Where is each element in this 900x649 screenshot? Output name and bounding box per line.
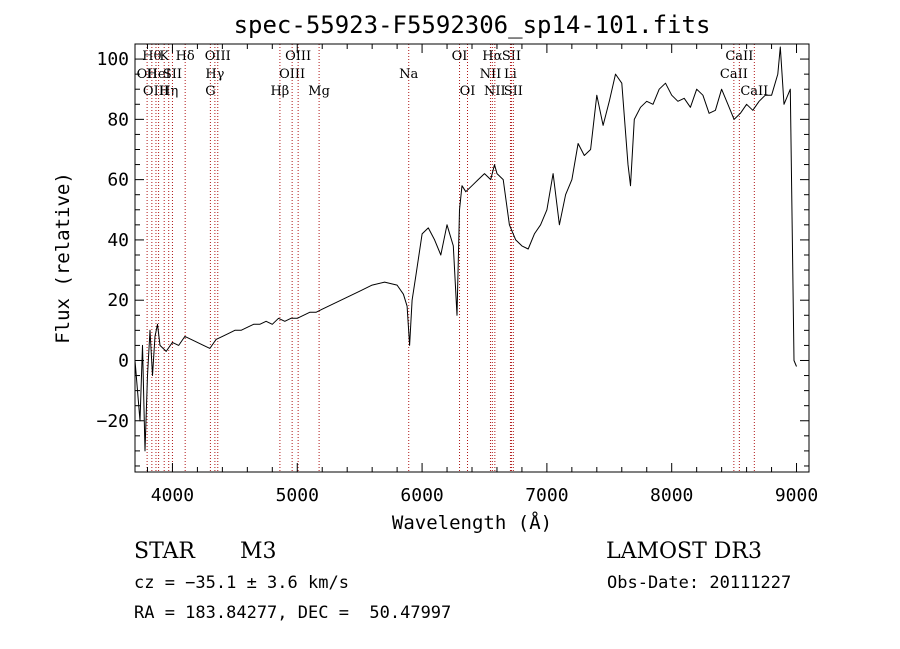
spectral-line-label: CaII (725, 49, 753, 64)
spectral-line-label: OIII (143, 84, 169, 99)
spectral-line-label: NII (480, 67, 502, 82)
x-tick-label: 5000 (276, 485, 319, 506)
spectral-line-label: Hθ (142, 49, 161, 64)
spectral-line-label: SII (504, 84, 523, 99)
x-tick-label: 7000 (525, 485, 568, 506)
axes: 4000 5000 6000 7000 8000 9000 −20 0 20 40 60 80 100 (96, 43, 818, 506)
spectral-line-label: CaII (720, 67, 748, 82)
spectral-line-label: Na (399, 67, 418, 82)
spectral-line-label: Hη (159, 84, 178, 99)
spectral-line-label: CaII (740, 84, 768, 99)
object-subclass: M3 (240, 539, 277, 564)
spectral-lines: OIIHθOIIIHeIKHηSIIHδGHγOIIIHβOIIIOIIIMgN… (137, 44, 768, 472)
y-tick-label: 20 (107, 290, 129, 311)
spectral-line-label: OIII (205, 49, 231, 64)
spectral-line-label: K (159, 49, 169, 64)
spectral-line-label: Hα (482, 49, 502, 64)
redshift-text: cz = −35.1 ± 3.6 km/s (134, 573, 349, 593)
object-class: STAR (134, 539, 195, 564)
y-tick-label: 40 (107, 230, 129, 251)
spectral-line-label: OI (460, 84, 476, 99)
spectral-line-label: HeI (147, 67, 171, 82)
plot-frame (134, 43, 810, 473)
x-axis-label: Wavelength (Å) (392, 511, 552, 534)
spectral-line-label: OIII (279, 67, 305, 82)
spectral-line-label: SII (502, 49, 521, 64)
chart-title: spec-55923-F5592306_sp14-101.fits (234, 11, 711, 39)
spectral-line-label: Li (504, 67, 517, 82)
survey-name: LAMOST DR3 (606, 539, 762, 564)
observation-date: Obs-Date: 20111227 (607, 573, 792, 593)
y-tick-label: 80 (107, 109, 129, 130)
y-axis-label: Flux (relative) (52, 172, 74, 344)
coordinates-text: RA = 183.84277, DEC = 50.47997 (134, 603, 452, 623)
spectral-line-label: OIII (285, 49, 311, 64)
spectral-line-label: SII (163, 67, 182, 82)
x-tick-label: 6000 (400, 485, 443, 506)
spectral-line-label: OI (452, 49, 468, 64)
spectral-line-label: G (205, 84, 215, 99)
spectral-line-label: Hβ (270, 84, 289, 99)
spectral-line-label: Hδ (176, 49, 195, 64)
spectral-line-label: OII (137, 67, 158, 82)
y-tick-label: 100 (96, 49, 129, 70)
y-tick-label: −20 (96, 411, 129, 432)
y-tick-label: 60 (107, 170, 129, 191)
x-tick-label: 8000 (650, 485, 693, 506)
spectral-line-label: Hγ (205, 67, 224, 82)
spectrum-series (134, 46, 797, 452)
x-tick-label: 4000 (151, 485, 194, 506)
spectral-line-label: Mg (308, 84, 330, 99)
spectrum-line (134, 46, 797, 452)
spectral-line-label: NII (484, 84, 506, 99)
y-tick-label: 0 (118, 350, 129, 371)
x-tick-label: 9000 (775, 485, 818, 506)
